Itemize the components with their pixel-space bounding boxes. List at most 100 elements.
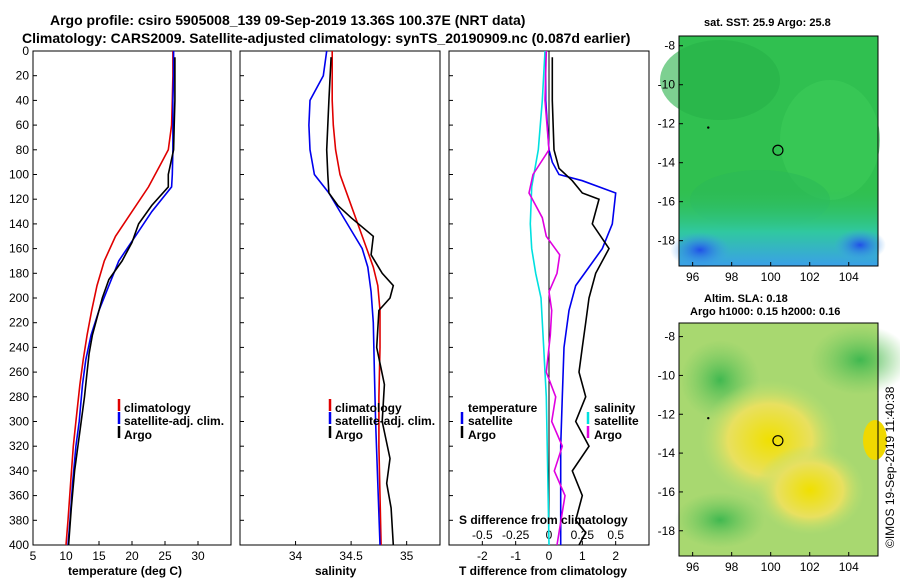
x-tick-label: 5 xyxy=(30,549,37,563)
x-tick-label: -1 xyxy=(510,549,521,563)
difference-x2label: S difference from climatology xyxy=(459,513,628,527)
y-tick-label: 400 xyxy=(9,538,29,552)
temperature-xlabel: temperature (deg C) xyxy=(68,564,182,578)
header-line1: Argo profile: csiro 5905008_139 09-Sep-2… xyxy=(50,12,525,28)
map-x-tick-label: 100 xyxy=(761,560,781,574)
x2-tick-label: -0.5 xyxy=(472,528,493,542)
sla-high-patch xyxy=(863,420,887,460)
series-line-satellite-adj-clim- xyxy=(308,50,381,546)
x-tick-label: 30 xyxy=(191,549,205,563)
y-tick-label: 60 xyxy=(16,118,30,132)
island-marker xyxy=(707,126,710,129)
map-x-tick-label: 96 xyxy=(686,560,700,574)
sla-frame xyxy=(678,322,879,557)
island-marker xyxy=(707,416,710,420)
x-tick-label: 20 xyxy=(125,549,139,563)
series-line-s-argo xyxy=(528,50,566,546)
legend-argo: Argo xyxy=(335,428,363,442)
x2-tick-label: 0.5 xyxy=(607,528,624,542)
y-tick-label: 120 xyxy=(9,192,29,206)
sst-cold-patch xyxy=(670,232,730,268)
map-y-tick-label: -16 xyxy=(658,195,676,209)
x-tick-label: 0 xyxy=(546,549,553,563)
map-x-tick-label: 102 xyxy=(800,560,820,574)
x-tick-label: 35 xyxy=(400,549,414,563)
y-tick-label: 220 xyxy=(9,316,29,330)
x-tick-label: 10 xyxy=(59,549,73,563)
sst-patch xyxy=(780,80,880,200)
y-tick-label: 300 xyxy=(9,415,29,429)
temperature-panel xyxy=(32,50,232,546)
legend-climatology: climatology xyxy=(335,401,402,415)
difference-legend: temperature satellite Argo salinity sate… xyxy=(468,401,639,442)
series-line-satellite-adj-clim- xyxy=(67,51,175,546)
y-tick-label: 0 xyxy=(22,44,29,58)
header-line2: Climatology: CARS2009. Satellite-adjuste… xyxy=(22,30,630,46)
legend-salinity-title: salinity xyxy=(594,401,636,415)
y-tick-label: 240 xyxy=(9,340,29,354)
sla-subtitle: Argo h1000: 0.15 h2000: 0.16 xyxy=(690,306,840,318)
map-x-tick-label: 98 xyxy=(725,560,739,574)
map-x-tick-label: 100 xyxy=(761,270,781,284)
map-x-tick-label: 104 xyxy=(839,560,859,574)
legend-temperature-title: temperature xyxy=(468,401,538,415)
legend-satellite-adj: satellite-adj. clim. xyxy=(335,414,435,428)
y-tick-label: 280 xyxy=(9,390,29,404)
y-tick-label: 80 xyxy=(16,143,30,157)
y-tick-label: 260 xyxy=(9,365,29,379)
y-tick-label: 360 xyxy=(9,489,29,503)
argo-location-marker xyxy=(772,435,784,447)
y-tick-label: 100 xyxy=(9,168,29,182)
legend-climatology: climatology xyxy=(124,401,191,415)
difference-xlabel: T difference from climatology xyxy=(459,564,627,578)
y-tick-label: 340 xyxy=(9,464,29,478)
sla-low-patch xyxy=(675,492,765,548)
x-tick-label: 1 xyxy=(579,549,586,563)
x-tick-label: 25 xyxy=(158,549,172,563)
series-line-s-satellite xyxy=(529,50,550,546)
sla-map: 96 98 100 102 104 -8 -10 -12 -14 -16 -18 xyxy=(658,322,900,574)
salinity-xlabel: salinity xyxy=(315,564,357,578)
sst-patch xyxy=(660,40,780,120)
legend-s-argo: Argo xyxy=(594,428,622,442)
series-line-t-satellite xyxy=(544,51,617,545)
y-tick-label: 160 xyxy=(9,242,29,256)
series-line-climatology xyxy=(65,51,174,546)
sst-frame xyxy=(678,35,879,267)
x-tick-label: 2 xyxy=(612,549,619,563)
map-y-tick-label: -16 xyxy=(658,485,676,499)
salinity-panel xyxy=(239,50,441,546)
x-tick-label: 34.5 xyxy=(339,549,363,563)
x-tick-label: -2 xyxy=(477,549,488,563)
sst-cold-patch xyxy=(834,229,886,261)
legend-t-satellite: satellite xyxy=(468,414,513,428)
x-tick-label: 34 xyxy=(289,549,303,563)
legend-s-satellite: satellite xyxy=(594,414,639,428)
map-x-tick-label: 102 xyxy=(800,270,820,284)
map-y-tick-label: -10 xyxy=(658,368,676,382)
y-tick-label: 140 xyxy=(9,217,29,231)
y-tick-label: 380 xyxy=(9,513,29,527)
y-tick-label: 20 xyxy=(16,69,30,83)
map-y-tick-label: -12 xyxy=(658,407,676,421)
salinity-legend: climatology satellite-adj. clim. Argo xyxy=(335,401,435,442)
y-tick-label: 40 xyxy=(16,93,30,107)
argo-location-marker xyxy=(772,144,784,156)
map-y-tick-label: -8 xyxy=(664,39,675,53)
map-y-tick-label: -14 xyxy=(658,156,676,170)
map-y-tick-label: -18 xyxy=(658,524,676,538)
map-y-tick-label: -18 xyxy=(658,234,676,248)
sla-title: Altim. SLA: 0.18 xyxy=(704,293,788,305)
x2-tick-label: 0.25 xyxy=(571,528,595,542)
map-x-tick-label: 96 xyxy=(686,270,700,284)
series-line-argo xyxy=(325,57,395,546)
y-tick-label: 200 xyxy=(9,291,29,305)
series-line-argo xyxy=(67,57,176,546)
x2-tick-label: -0.25 xyxy=(502,528,530,542)
sla-high-patch xyxy=(755,445,865,535)
legend-t-argo: Argo xyxy=(468,428,496,442)
map-x-tick-label: 98 xyxy=(725,270,739,284)
y-tick-label: 320 xyxy=(9,439,29,453)
temperature-legend: climatology satellite-adj. clim. Argo xyxy=(124,401,224,442)
map-y-tick-label: -8 xyxy=(664,330,675,344)
